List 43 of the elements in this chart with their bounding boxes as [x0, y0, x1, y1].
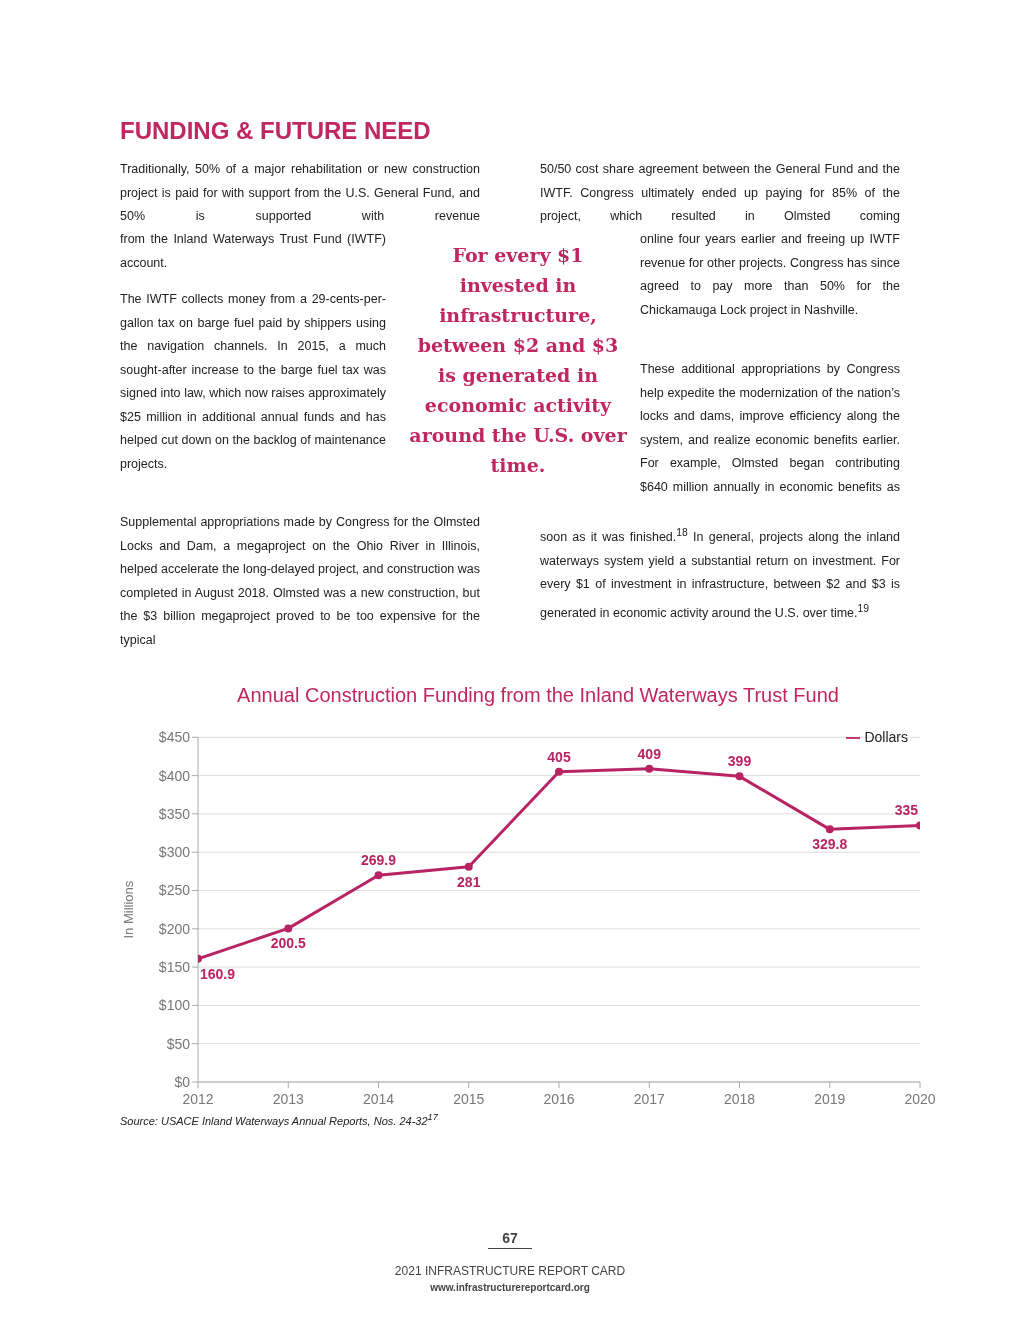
x-tick-label: 2014: [362, 1090, 395, 1107]
text: online four years earlier and freeing up IWTF revenue for other projects. Congress has since agreed to pay more than 50% for the Chickamauga Lock project in Nashville.: [640, 231, 900, 319]
x-tick-label: 2016: [543, 1090, 575, 1107]
y-tick-label: $350: [158, 805, 191, 822]
text: The IWTF collects money from a 29-cents-per-gallon tax on barge fuel paid by shippers using the navigation channels. In 2015, a much sought-after increase to the barge fuel tax was signed into law, which now raises approximately $25 million in additional annual funds and has helped cut down on the backlog of maintenance projects.: [120, 291, 386, 473]
y-tick-label: $300: [158, 844, 191, 861]
data-label: 405: [547, 748, 571, 765]
text: 2021 INFRASTRUCTURE REPORT CARD: [393, 1264, 627, 1278]
y-tick-label: $200: [158, 920, 191, 937]
x-tick-label: 2013: [272, 1090, 305, 1107]
x-tick-label: 2017: [633, 1090, 666, 1107]
text: FUNDING & FUTURE NEED: [120, 116, 432, 146]
x-tick-label: 2020: [904, 1090, 936, 1107]
data-label: 200.5: [270, 935, 306, 952]
data-label: 399: [727, 753, 752, 770]
y-tick-label: $400: [158, 767, 191, 784]
y-tick-label: $450: [158, 729, 191, 746]
text: www.infrastructurereportcard.org: [429, 1282, 591, 1293]
x-tick-label: 2015: [453, 1090, 485, 1107]
data-label: 335: [894, 802, 919, 819]
y-tick-label: $0: [174, 1073, 191, 1090]
y-tick-label: $150: [158, 959, 191, 976]
text: For every $1 invested in infrastructure, between $2 and $3 is generated in economic activity around the U.S. over time.: [408, 243, 628, 478]
data-label: 329.8: [812, 836, 848, 853]
text: soon as it was finished.$^{18}$ In general, projects along the inland waterways system yield a substantial return on investment. For every $1 of investment in infrastructure, between $2 and $3 is generated in economic activity around the U.S. over time.$^{19}$: [540, 526, 900, 622]
text: 67: [488, 1230, 532, 1249]
data-label: 281: [457, 873, 481, 890]
legend-label: Dollars: [864, 729, 908, 745]
data-label: 409: [637, 745, 662, 762]
chart-title: Annual Construction Funding from the Inland Waterways Trust Fund: [236, 684, 840, 707]
data-label: 269.9: [360, 852, 397, 869]
y-tick-label: $100: [158, 997, 191, 1014]
text: These additional appropriations by Congress help expedite the modernization of the nation’s locks and dams, improve efficiency along the system, and realize economic benefits earlier. For example, Olmsted began contributing $640 million annually in economic benefits as: [640, 361, 900, 496]
y-tick-label: $250: [158, 882, 191, 899]
x-tick-label: 2018: [723, 1090, 756, 1107]
source-note: Source: USACE Inland Waterways Annual Reports, Nos. 24-32$^{17}$: [120, 1112, 439, 1127]
y-axis-title: In Millions: [120, 880, 136, 939]
data-label: 160.9: [200, 965, 236, 982]
text: from the Inland Waterways Trust Fund (IWTF) account.: [120, 231, 386, 272]
x-tick-label: 2019: [814, 1090, 846, 1107]
x-tick-label: 2012: [182, 1090, 214, 1107]
y-tick-label: $50: [166, 1035, 191, 1052]
text: Supplemental appropriations made by Congress for the Olmsted Locks and Dam, a megaproject on the Ohio River in Illinois, helped accelerate the long-delayed project, and construction was completed in August 2018. Olmsted was a new construction, but the $3 billion megaproject proved to be too expensive for the typical: [120, 514, 480, 649]
